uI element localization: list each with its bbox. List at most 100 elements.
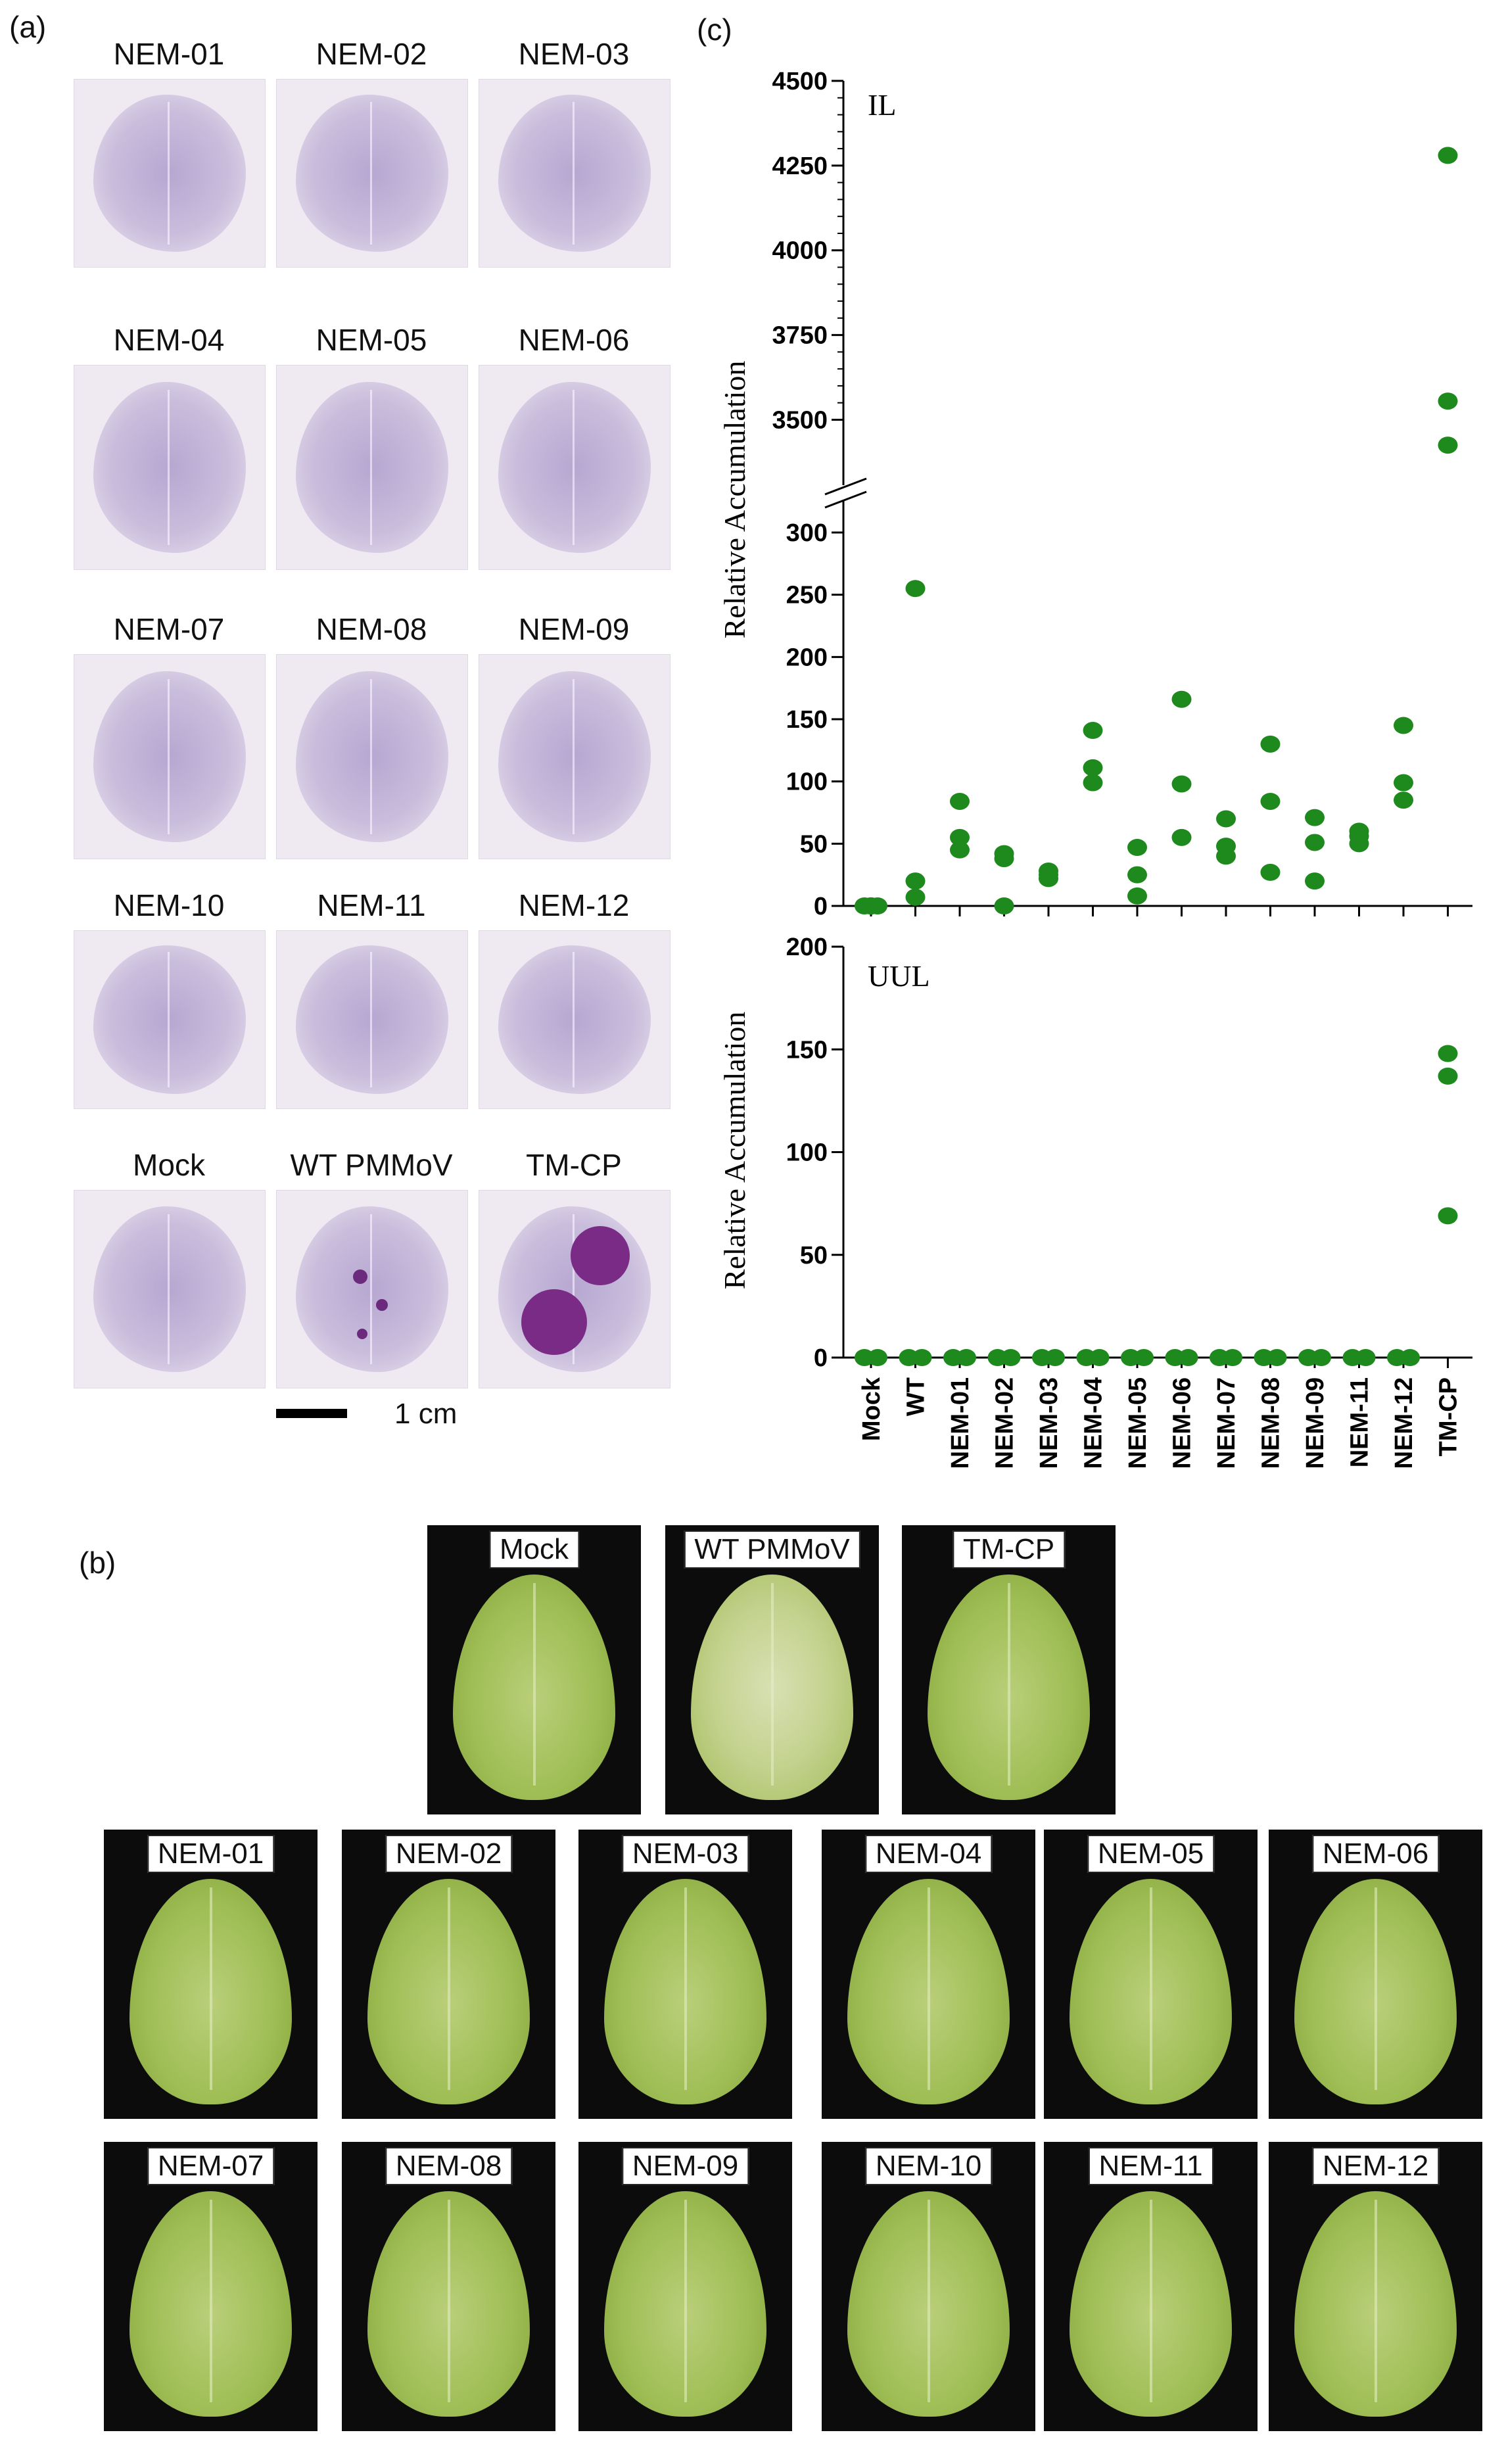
il-data-point [1305, 872, 1325, 890]
leaf-photo-label: NEM-04 [864, 1835, 993, 1873]
il-data-point [1127, 887, 1147, 905]
il-data-point [1260, 792, 1281, 810]
uul-data-point [956, 1349, 976, 1366]
tissue-blot-image [276, 1190, 468, 1388]
scale-bar [276, 1409, 347, 1418]
leaf-photo-label: NEM-11 [1088, 2147, 1213, 2185]
il-data-point [905, 580, 926, 598]
uul-x-tick-label: NEM-07 [1213, 1377, 1240, 1469]
blot-label: NEM-04 [113, 323, 225, 357]
il-data-point [1438, 147, 1458, 164]
leaf-photo-label: TM-CP [952, 1530, 1066, 1569]
panel-b-label: (b) [79, 1546, 116, 1580]
il-y-tick-label: 3500 [772, 406, 828, 434]
tissue-blot-image [479, 79, 671, 268]
panel-c-label: (c) [697, 12, 732, 47]
il-data-point [905, 888, 926, 906]
leaf-photo-label: NEM-03 [621, 1835, 749, 1873]
il-data-point [1171, 775, 1192, 793]
leaf-photo-label: NEM-09 [621, 2147, 749, 2185]
il-data-point [1260, 735, 1281, 753]
uul-data-point [1000, 1349, 1021, 1366]
il-data-point [950, 792, 970, 810]
il-data-point [1083, 774, 1103, 792]
il-axis-break-mark [824, 490, 867, 509]
uul-data-point [1134, 1349, 1154, 1366]
leaf-photo-label: NEM-08 [385, 2147, 513, 2185]
blot-label: NEM-11 [317, 888, 426, 922]
uul-x-tick-label: NEM-12 [1390, 1377, 1418, 1469]
leaf-photo-label: Mock [488, 1530, 580, 1569]
il-data-point [1438, 437, 1458, 454]
uul-x-tick-label: NEM-05 [1124, 1377, 1152, 1469]
leaf-photo: NEM-01 [104, 1830, 318, 2119]
tissue-blot-image [74, 79, 266, 268]
leaf-photo: NEM-10 [822, 2142, 1035, 2431]
uul-data-point [912, 1349, 932, 1366]
leaf-photo: WT PMMoV [665, 1525, 879, 1814]
leaf-photo: NEM-07 [104, 2142, 318, 2431]
uul-data-point [1438, 1045, 1458, 1062]
uul-x-tick-label: NEM-08 [1258, 1377, 1285, 1469]
blot-label: TM-CP [526, 1148, 622, 1182]
uul-x-tick-label: NEM-09 [1302, 1377, 1329, 1469]
tissue-blot-image [276, 365, 468, 570]
tissue-blot-image [276, 654, 468, 859]
leaf-photo-label: NEM-02 [385, 1835, 513, 1873]
tissue-blot-image [479, 1190, 671, 1388]
leaf-photo: NEM-08 [342, 2142, 555, 2431]
tissue-blot-image [479, 365, 671, 570]
blot-label: NEM-06 [518, 323, 630, 357]
leaf-photo: NEM-09 [578, 2142, 792, 2431]
leaf-photo: NEM-06 [1269, 1830, 1482, 2119]
uul-data-point [1045, 1349, 1065, 1366]
il-y-axis-label: Relative Accumulation [718, 361, 751, 639]
uul-data-point [1089, 1349, 1110, 1366]
leaf-photo: TM-CP [902, 1525, 1116, 1814]
tissue-blot-image [479, 930, 671, 1109]
il-data-point [1216, 810, 1236, 828]
uul-x-tick-label: WT [903, 1377, 930, 1416]
uul-x-tick-label: NEM-06 [1169, 1377, 1196, 1469]
il-data-point [1394, 792, 1413, 809]
il-y-tick-label: 4250 [772, 153, 828, 180]
accumulation-chart: 3500 3750 4000 4250 4500 0 50 100 150 200 250 300 IL… [718, 68, 1472, 1469]
uul-y-tick-label: 50 [800, 1242, 828, 1269]
il-data-point [950, 828, 970, 846]
uul-data-point [868, 1349, 887, 1366]
blot-label: NEM-09 [518, 612, 630, 646]
uul-data-point [1223, 1349, 1242, 1366]
il-data-point [1127, 839, 1147, 857]
uul-data-point [1355, 1349, 1376, 1366]
uul-data-point [1178, 1349, 1198, 1366]
uul-data-point [1267, 1349, 1287, 1366]
il-y-tick-label: 100 [786, 769, 828, 796]
uul-y-tick-label: 150 [786, 1036, 828, 1064]
uul-x-tick-label: NEM-11 [1346, 1377, 1374, 1467]
il-y-tick-label: 300 [786, 519, 828, 547]
leaf-photo-label: NEM-06 [1311, 1835, 1440, 1873]
uul-y-tick-label: 200 [786, 934, 828, 961]
uul-x-tick-label: NEM-02 [991, 1377, 1019, 1469]
uul-data-point [1311, 1349, 1331, 1366]
il-y-tick-label: 0 [814, 893, 828, 920]
il-y-tick-label: 200 [786, 644, 828, 671]
uul-x-tick-label: TM-CP [1435, 1377, 1463, 1456]
blot-label: WT PMMoV [290, 1148, 453, 1182]
uul-y-axis-label: Relative Accumulation [718, 1012, 751, 1290]
il-data-point [1083, 722, 1103, 740]
uul-data-point [1400, 1349, 1420, 1366]
uul-x-tick-label: Mock [858, 1377, 885, 1441]
il-data-point [1083, 759, 1103, 776]
scale-bar-label: 1 cm [394, 1398, 458, 1430]
tissue-blot-image [74, 930, 266, 1109]
uul-y-tick-label: 100 [786, 1139, 828, 1167]
tissue-blot-image [276, 79, 468, 268]
leaf-photo: NEM-03 [578, 1830, 792, 2119]
tissue-blot-image [74, 654, 266, 859]
il-data-point [1171, 690, 1192, 708]
il-y-tick-label: 250 [786, 582, 828, 609]
tissue-blot-image [479, 654, 671, 859]
blot-label: NEM-10 [113, 888, 225, 922]
il-data-point [1394, 717, 1413, 734]
